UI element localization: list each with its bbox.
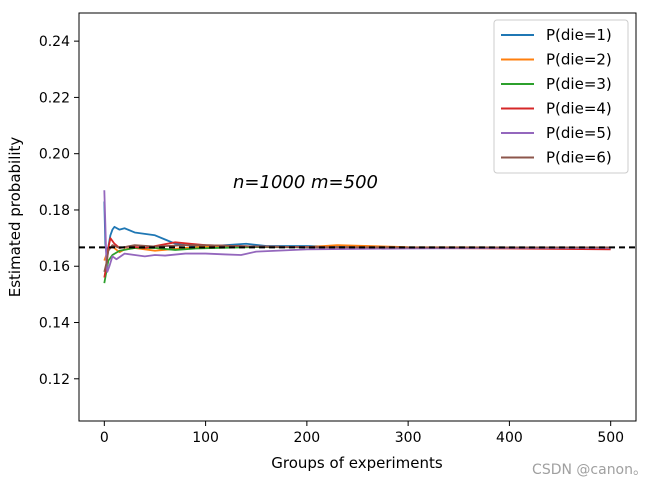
y-tick-label-4: 0.20 [39, 147, 70, 163]
watermark-text: CSDN @canon。 [532, 462, 647, 478]
legend-label-3: P(die=3) [546, 75, 612, 93]
x-tick-label-500: 500 [597, 430, 624, 446]
x-tick-label-400: 400 [496, 430, 523, 446]
y-tick-label-0: 0.12 [39, 372, 70, 388]
legend-label-1: P(die=1) [546, 26, 612, 44]
legend-label-4: P(die=4) [546, 100, 612, 118]
legend-box [493, 19, 629, 174]
y-tick-label-1: 0.14 [39, 316, 70, 332]
x-tick-label-300: 300 [395, 430, 422, 446]
y-tick-label-5: 0.22 [39, 90, 70, 106]
series-line-3 [103, 246, 611, 284]
x-tick-label-100: 100 [192, 430, 219, 446]
y-tick-label-3: 0.18 [39, 203, 70, 219]
legend-label-6: P(die=6) [546, 149, 612, 167]
y-tick-label-6: 0.24 [39, 34, 70, 50]
plot-frame [78, 12, 637, 422]
legend-label-2: P(die=2) [546, 51, 612, 69]
x-tick-label-0: 0 [100, 430, 109, 446]
annotation-text: n=1000 m=500 [233, 172, 378, 193]
legend: P(die=1) P(die=2) P(die=3) P(die=4) P(die=5)… [493, 19, 629, 174]
axes-group: 0 100 200 300 400 500 0.12 0.14 0.16 0.18 0.20 0.22… [39, 12, 637, 446]
series-line-5 [103, 190, 611, 273]
x-tick-label-200: 200 [293, 430, 320, 446]
series-group [79, 190, 636, 284]
legend-label-5: P(die=5) [546, 124, 612, 142]
y-tick-label-2: 0.16 [39, 259, 70, 275]
x-axis-label: Groups of experiments [271, 454, 443, 472]
y-axis-label: Estimated probability [6, 137, 24, 298]
